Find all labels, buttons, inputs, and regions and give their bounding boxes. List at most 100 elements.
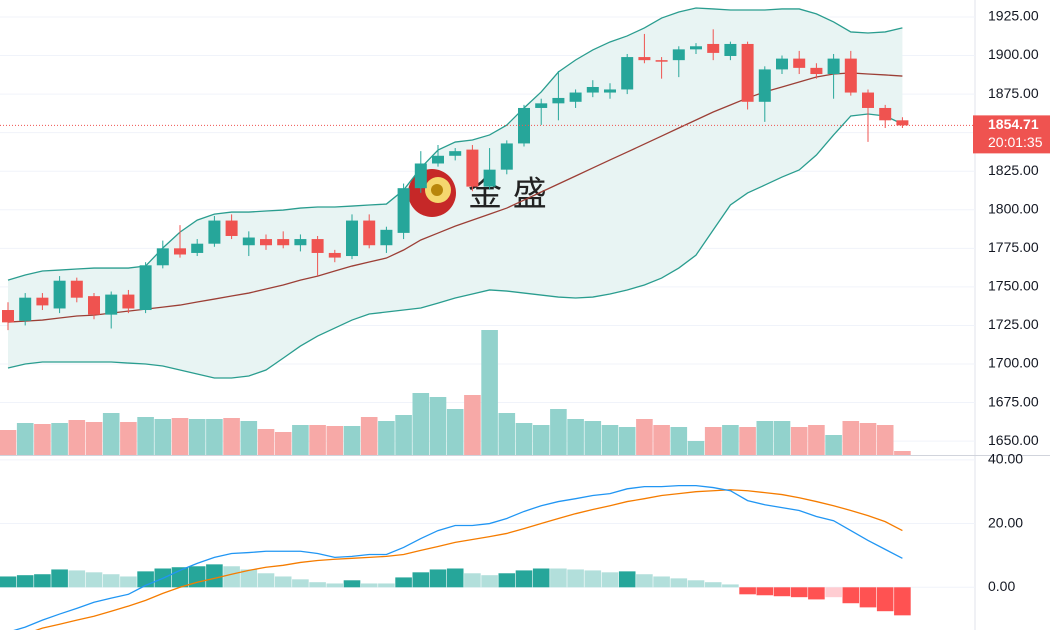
volume-bar bbox=[395, 415, 412, 455]
candle-body bbox=[225, 220, 238, 236]
macd-histogram-bar bbox=[636, 574, 653, 588]
volume-bar bbox=[0, 430, 17, 455]
y-tick-label: 1650.00 bbox=[988, 432, 1039, 448]
candle-body bbox=[776, 58, 788, 70]
y-tick-label: 0.00 bbox=[988, 578, 1015, 594]
candle-body bbox=[518, 107, 530, 144]
volume-bar bbox=[859, 423, 877, 455]
volume-bar bbox=[257, 429, 275, 455]
volume-bar bbox=[102, 413, 120, 455]
last-price-label: 1854.71 bbox=[988, 116, 1039, 132]
candle-body bbox=[2, 310, 14, 323]
candle-body bbox=[191, 243, 204, 253]
macd-histogram-bar bbox=[859, 587, 877, 608]
candle-body bbox=[449, 151, 462, 156]
volume-bar bbox=[653, 425, 670, 455]
macd-histogram-bar bbox=[446, 568, 464, 588]
macd-histogram-bar bbox=[722, 584, 739, 588]
candle-body bbox=[793, 58, 806, 68]
volume-bar bbox=[550, 409, 567, 455]
macd-histogram-bar bbox=[343, 580, 361, 588]
volume-bar bbox=[567, 419, 584, 455]
volume-bar bbox=[292, 425, 309, 455]
macd-histogram-bar bbox=[481, 575, 498, 588]
candle-body bbox=[328, 252, 341, 258]
macd-histogram-bar bbox=[102, 574, 120, 588]
macd-histogram-bar bbox=[653, 576, 670, 588]
volume-bar bbox=[326, 426, 344, 455]
macd-histogram-bar bbox=[395, 577, 412, 588]
candle-body bbox=[277, 239, 290, 246]
macd-histogram-bar bbox=[773, 587, 791, 597]
volume-bar bbox=[515, 423, 533, 455]
volume-bar bbox=[34, 424, 51, 455]
macd-histogram-bar bbox=[739, 587, 756, 595]
y-tick-label: 1700.00 bbox=[988, 355, 1039, 371]
volume-bar bbox=[584, 421, 602, 455]
candle-body bbox=[88, 296, 100, 315]
macd-histogram-bar bbox=[292, 579, 309, 588]
volume-bar bbox=[532, 425, 550, 455]
candle-body bbox=[174, 248, 186, 255]
macd-histogram-bar bbox=[498, 573, 516, 588]
macd-histogram-bar bbox=[584, 570, 602, 588]
candle-body bbox=[294, 239, 307, 246]
volume-bar bbox=[876, 425, 894, 455]
candle-body bbox=[827, 58, 840, 75]
candle-body bbox=[896, 120, 909, 126]
macd-histogram-bar bbox=[360, 583, 378, 588]
volume-bar bbox=[670, 427, 688, 455]
macd-histogram-bar bbox=[464, 573, 481, 588]
candle-body bbox=[156, 248, 169, 266]
volume-bar bbox=[618, 427, 636, 455]
macd-histogram-bar bbox=[550, 568, 567, 588]
volume-bar bbox=[704, 427, 722, 455]
candle-body bbox=[844, 58, 857, 93]
volume-bar bbox=[808, 425, 825, 455]
macd-histogram-bar bbox=[326, 583, 344, 588]
macd-histogram-bar bbox=[876, 587, 894, 612]
y-tick-label: 40.00 bbox=[988, 451, 1023, 467]
volume-bar bbox=[68, 420, 86, 455]
candle-body bbox=[500, 143, 513, 170]
macd-histogram-bar bbox=[16, 575, 34, 588]
candle-body bbox=[569, 92, 582, 102]
macd-histogram-bar bbox=[704, 582, 722, 588]
volume-bar bbox=[756, 421, 774, 455]
volume-bar bbox=[85, 422, 103, 455]
candle-body bbox=[19, 297, 32, 321]
volume-bar bbox=[498, 413, 516, 455]
macd-histogram-bar bbox=[842, 587, 860, 604]
macd-histogram-bar bbox=[515, 570, 533, 588]
volume-bar bbox=[120, 422, 137, 455]
macd-line bbox=[13, 484, 903, 630]
volume-bar bbox=[188, 419, 206, 455]
volume-bar bbox=[240, 421, 258, 455]
macd-histogram-bar bbox=[257, 573, 275, 588]
volume-bar bbox=[309, 425, 326, 455]
volume-bar bbox=[171, 418, 189, 455]
volume-bar bbox=[137, 417, 154, 455]
candle-body bbox=[311, 239, 324, 253]
y-tick-label: 1875.00 bbox=[988, 85, 1039, 101]
macd-histogram-bar bbox=[240, 569, 258, 588]
candle-body bbox=[535, 103, 548, 108]
candle-body bbox=[552, 97, 565, 104]
volume-bar bbox=[790, 427, 808, 455]
y-tick-label: 1750.00 bbox=[988, 278, 1039, 294]
macd-histogram-bar bbox=[51, 569, 68, 588]
volume-bar bbox=[343, 426, 361, 455]
macd-histogram-bar bbox=[532, 568, 550, 588]
macd-histogram-bar bbox=[85, 572, 103, 588]
macd-histogram-bar bbox=[223, 566, 240, 588]
candle-body bbox=[397, 188, 410, 233]
volume-bar bbox=[274, 432, 292, 455]
macd-histogram-bar bbox=[68, 570, 86, 588]
macd-histogram-bar bbox=[0, 576, 17, 588]
candle-body bbox=[604, 89, 616, 93]
volume-bar bbox=[360, 417, 378, 455]
volume-bar bbox=[16, 423, 34, 455]
volume-bar bbox=[223, 418, 240, 455]
y-tick-label: 1675.00 bbox=[988, 393, 1039, 409]
